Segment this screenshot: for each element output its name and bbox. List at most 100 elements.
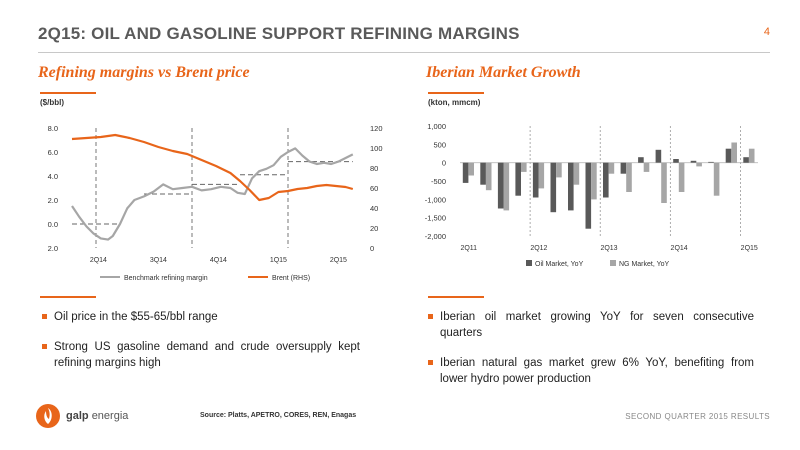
refining-margin-chart: 8.0 6.0 4.0 2.0 0.0 2.0 120 100 80 60 40 20 0 2Q14 3Q1… (48, 124, 383, 282)
title-divider (38, 52, 770, 53)
x-tick-label: 3Q14 (150, 257, 167, 264)
y-right-tick-label: 120 (370, 124, 383, 133)
benchmark-margin-line (71, 147, 354, 241)
right-title-accent-rule (428, 92, 484, 94)
x-tick-label: 1Q15 (270, 257, 287, 264)
ng-market-bar (538, 162, 545, 189)
legend-ng-swatch (610, 260, 616, 266)
legend-brent-label: Brent (RHS) (272, 275, 310, 282)
right-bullets-accent-rule (428, 296, 484, 298)
ng-market-bar (626, 162, 632, 192)
y-tick-label: -2,000 (425, 232, 446, 241)
oil-market-bar (480, 162, 486, 185)
y-right-tick-label: 40 (370, 204, 378, 213)
ng-market-bar (661, 162, 667, 203)
y-left-tick-label: 6.0 (48, 148, 58, 157)
y-right-tick-label: 60 (370, 184, 378, 193)
ng-market-bar (503, 162, 510, 211)
y-tick-label: 500 (433, 140, 446, 149)
y-left-tick-label: 8.0 (48, 124, 58, 133)
ng-market-bar (573, 162, 580, 185)
ng-market-bar (521, 162, 527, 172)
refining-margins-title: Refining margins vs Brent price (38, 64, 250, 81)
y-right-tick-label: 20 (370, 224, 378, 233)
bullet-text: Oil price in the $55-65/bbl range (54, 311, 218, 323)
right-bullet-list: Iberian oil market growing YoY for seven… (428, 309, 754, 401)
y-right-tick-label: 100 (370, 144, 383, 153)
ng-market-bar (556, 162, 562, 178)
left-bullet-list: Oil price in the $55-65/bbl range Strong… (42, 309, 360, 385)
bullet-text: Strong US gasoline demand and crude over… (54, 341, 360, 369)
legend-oil-swatch (526, 260, 532, 266)
oil-market-bar (515, 162, 521, 196)
x-tick-label: 4Q14 (210, 257, 227, 264)
y-left-tick-label: 4.0 (48, 172, 58, 181)
y-tick-label: -1,500 (425, 214, 446, 223)
oil-market-bar (620, 162, 627, 174)
x-tick-label: 2Q12 (530, 245, 547, 252)
y-left-tick-label: 2.0 (48, 196, 58, 205)
ng-market-bar (643, 162, 650, 172)
ng-market-bar (678, 162, 685, 192)
ng-market-bar (713, 162, 720, 196)
slide-title: 2Q15: OIL AND GASOLINE SUPPORT REFINING … (38, 24, 520, 43)
bullet-marker (42, 314, 47, 319)
y-tick-label: 1,000 (427, 122, 446, 131)
oil-market-bar (585, 162, 592, 229)
y-left-tick-label: 2.0 (48, 244, 58, 253)
y-tick-label: 0 (442, 159, 446, 168)
iberian-market-title: Iberian Market Growth (426, 64, 581, 81)
x-tick-label: 2Q11 (460, 245, 477, 252)
oil-market-bar (462, 162, 469, 183)
report-name: SECOND QUARTER 2015 RESULTS (625, 412, 770, 421)
y-right-tick-label: 80 (370, 164, 378, 173)
oil-market-bar (655, 149, 662, 163)
page-number: 4 (763, 26, 770, 38)
bullet-marker (42, 344, 47, 349)
x-tick-label: 2Q13 (600, 245, 617, 252)
oil-market-bar (690, 160, 697, 163)
legend-benchmark-label: Benchmark refining margin (124, 275, 208, 282)
brent-price-line (71, 133, 354, 202)
ng-market-bar (591, 162, 597, 200)
oil-market-bar (673, 159, 679, 163)
left-unit-label: ($/bbl) (40, 98, 64, 107)
left-bullets-accent-rule (40, 296, 96, 298)
y-left-tick-label: 0.0 (48, 220, 58, 229)
ng-market-bar (731, 142, 737, 163)
legend-oil-label: Oil Market, YoY (535, 261, 584, 268)
bullet-marker (428, 314, 433, 319)
bullet-text: Iberian oil market growing YoY for seven… (440, 311, 754, 339)
legend-ng-label: NG Market, YoY (619, 261, 670, 268)
oil-market-bar (638, 157, 644, 163)
x-tick-label: 2Q14 (90, 257, 107, 264)
left-title-accent-rule (40, 92, 96, 94)
logo-word-energia: energia (91, 410, 129, 422)
iberian-market-chart: 1,000 500 0 -500 -1,000 -1,500 -2,000 2Q11 2Q12 2… (425, 122, 758, 268)
x-tick-label: 2Q15 (741, 245, 758, 252)
oil-market-bar (497, 162, 504, 209)
oil-market-bar (568, 162, 574, 211)
y-tick-label: -1,000 (425, 195, 446, 204)
ng-market-bar (696, 162, 702, 167)
bullet-text: Iberian natural gas market grew 6% YoY, … (440, 357, 754, 385)
ng-market-bar (468, 162, 474, 176)
oil-market-bar (725, 148, 732, 163)
logo-word-galp: galp (66, 410, 89, 422)
bullet-oil-market: Iberian oil market growing YoY for seven… (428, 309, 754, 341)
bullet-marker (428, 360, 433, 365)
x-tick-label: 2Q15 (330, 257, 347, 264)
galp-logo-icon (36, 404, 60, 428)
y-tick-label: -500 (431, 177, 446, 186)
bullet-natural-gas: Iberian natural gas market grew 6% YoY, … (428, 355, 754, 387)
source-note: Source: Platts, APETRO, CORES, REN, Enag… (200, 412, 357, 419)
right-unit-label: (kton, mmcm) (428, 98, 481, 107)
oil-market-bar (708, 161, 714, 163)
oil-market-bar (743, 157, 749, 163)
ng-market-bar (485, 162, 492, 191)
logo-wordmark: galp energia (66, 410, 128, 422)
y-right-tick-label: 0 (370, 244, 374, 253)
oil-market-bar (532, 162, 539, 198)
bullet-us-gasoline: Strong US gasoline demand and crude over… (42, 339, 360, 371)
x-tick-label: 2Q14 (671, 245, 688, 252)
